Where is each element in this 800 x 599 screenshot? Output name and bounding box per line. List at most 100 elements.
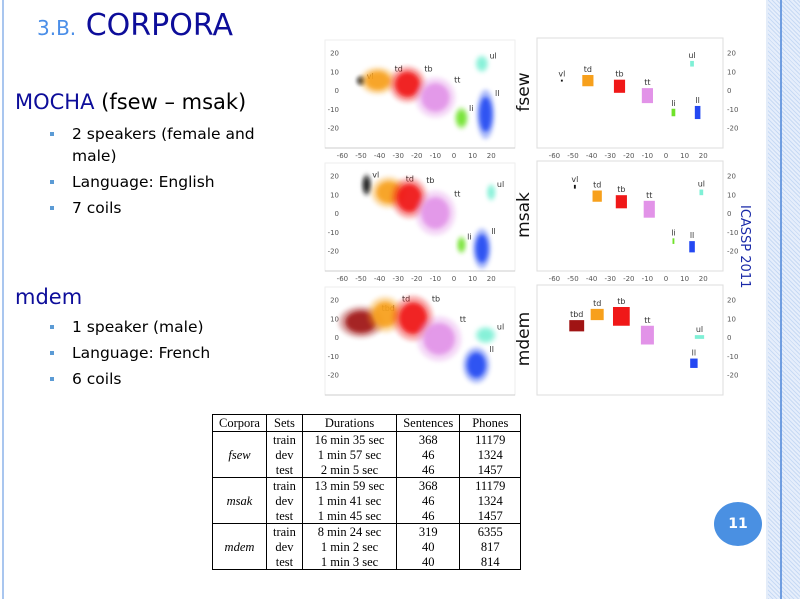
header-corpora: Corpora bbox=[212, 414, 267, 432]
cloud-label-ul: ul bbox=[489, 51, 496, 60]
y-tick-label: -10 bbox=[727, 353, 738, 361]
sentences-cell: 40 bbox=[396, 539, 461, 554]
duration-cell: 16 min 35 sec bbox=[301, 431, 398, 447]
y-tick-label: 0 bbox=[335, 87, 339, 95]
mean-box-tb bbox=[612, 307, 630, 326]
set-cell: train bbox=[265, 431, 303, 447]
mean-label-vl: vl bbox=[558, 70, 565, 79]
mean-label-td: td bbox=[593, 299, 601, 308]
panel-frame bbox=[536, 284, 724, 396]
y-tick-label: -20 bbox=[328, 372, 339, 380]
cloud-ul bbox=[477, 57, 487, 71]
duration-cell: 13 min 59 sec bbox=[301, 477, 398, 493]
cloud-label-tt: tt bbox=[454, 189, 460, 198]
y-tick-label: 10 bbox=[727, 315, 736, 323]
cloud-ll bbox=[475, 234, 489, 263]
set-cell: train bbox=[265, 523, 303, 539]
x-tick-label: 20 bbox=[699, 152, 708, 160]
table-row: dev 1 min 2 sec 40 817 bbox=[213, 539, 522, 554]
cloud-td bbox=[365, 71, 391, 91]
x-tick-label: -30 bbox=[392, 152, 403, 160]
mean-box-ul bbox=[694, 335, 705, 339]
mean-box-li bbox=[671, 108, 676, 117]
y-tick-label: -20 bbox=[727, 125, 738, 133]
x-tick-label: -10 bbox=[430, 152, 441, 160]
mean-label-ll: ll bbox=[695, 96, 699, 105]
phones-cell: 11179 bbox=[459, 477, 522, 493]
sentences-cell: 46 bbox=[396, 508, 461, 524]
y-tick-label: 10 bbox=[330, 315, 339, 323]
articulator-plots: 20 10 0 -10 -20 -60 -50 -40 -30 -20 -10 0 10 20 vl td tb… bbox=[324, 37, 738, 396]
cloud-label-tb: tb bbox=[426, 176, 434, 185]
x-tick-label: 20 bbox=[487, 275, 496, 283]
corpus-cell: msak bbox=[212, 477, 267, 524]
mean-box-td bbox=[582, 75, 594, 87]
cloud-ul bbox=[477, 328, 494, 342]
mean-box-ul bbox=[690, 60, 694, 67]
set-cell: test bbox=[265, 462, 303, 478]
right-border-line bbox=[780, 0, 782, 599]
sentences-cell: 368 bbox=[396, 477, 461, 493]
mean-label-td: td bbox=[593, 181, 601, 190]
x-tick-label: -20 bbox=[623, 275, 634, 283]
cloud-tb bbox=[398, 302, 428, 335]
mean-box-tt bbox=[640, 325, 654, 345]
table-row: dev 1 min 57 sec 46 1324 bbox=[213, 447, 522, 462]
x-tick-label: -40 bbox=[586, 275, 597, 283]
x-tick-label: 10 bbox=[468, 152, 477, 160]
mean-label-tb: tb bbox=[617, 297, 625, 306]
header-sets: Sets bbox=[265, 414, 303, 432]
x-tick-label: -30 bbox=[604, 275, 615, 283]
y-tick-label: -20 bbox=[727, 372, 738, 380]
duration-cell: 1 min 3 sec bbox=[301, 554, 398, 570]
mean-box-ll bbox=[689, 241, 695, 253]
mean-label-ul: ul bbox=[688, 51, 695, 60]
mean-label-tb: tb bbox=[615, 70, 623, 79]
sentences-cell: 319 bbox=[396, 523, 461, 539]
table-row: test 1 min 45 sec 46 1457 bbox=[213, 508, 522, 524]
right-border-edge bbox=[766, 0, 768, 599]
x-tick-label: -60 bbox=[337, 152, 348, 160]
x-tick-label: -40 bbox=[586, 152, 597, 160]
duration-cell: 1 min 45 sec bbox=[301, 508, 398, 524]
mean-label-ul: ul bbox=[698, 180, 705, 189]
x-tick-label: -40 bbox=[374, 152, 385, 160]
cloud-label-tb: tb bbox=[424, 64, 432, 73]
cloud-tt bbox=[421, 83, 450, 112]
mean-box-tt bbox=[643, 200, 655, 218]
bullet-item: 1 speaker (male) bbox=[48, 316, 282, 338]
y-tick-label: 0 bbox=[727, 334, 731, 342]
cloud-label-tb: tb bbox=[432, 295, 440, 304]
duration-cell: 1 min 41 sec bbox=[301, 493, 398, 508]
bullet-item: 6 coils bbox=[48, 368, 282, 390]
y-tick-label: 20 bbox=[330, 297, 339, 305]
y-tick-label: -10 bbox=[328, 106, 339, 114]
speaker-label-msak: msak bbox=[514, 192, 534, 238]
phones-cell: 11179 bbox=[459, 431, 522, 447]
cloud-tt bbox=[423, 322, 455, 355]
table-row: dev 1 min 41 sec 46 1324 bbox=[213, 493, 522, 508]
duration-cell: 1 min 57 sec bbox=[301, 447, 398, 462]
x-tick-label: -30 bbox=[604, 152, 615, 160]
x-tick-label: 10 bbox=[680, 275, 689, 283]
y-tick-label: 20 bbox=[330, 173, 339, 181]
bullet-item: 2 speakers (female and male) bbox=[48, 123, 282, 167]
x-tick-label: -50 bbox=[355, 152, 366, 160]
speaker-label-fsew: fsew bbox=[514, 72, 534, 111]
x-tick-label: 10 bbox=[680, 152, 689, 160]
mocha-speakers: (fsew – msak) bbox=[94, 90, 247, 114]
table-header-row: Corpora Sets Durations Sentences Phones bbox=[212, 414, 522, 432]
panel-frame bbox=[536, 160, 724, 272]
cloud-label-vl: vl bbox=[372, 171, 379, 180]
header-durations: Durations bbox=[301, 414, 398, 432]
mean-box-tb bbox=[615, 195, 627, 209]
cloud-label-li: li bbox=[469, 104, 473, 113]
page-number-badge: 11 bbox=[714, 502, 762, 546]
mean-box-td bbox=[590, 308, 604, 321]
cloud-li bbox=[456, 110, 467, 127]
x-tick-label: -20 bbox=[411, 152, 422, 160]
mean-label-tbd: tbd bbox=[570, 310, 583, 319]
cloud-ll bbox=[479, 96, 492, 132]
section-number: 3.B. bbox=[37, 16, 77, 40]
